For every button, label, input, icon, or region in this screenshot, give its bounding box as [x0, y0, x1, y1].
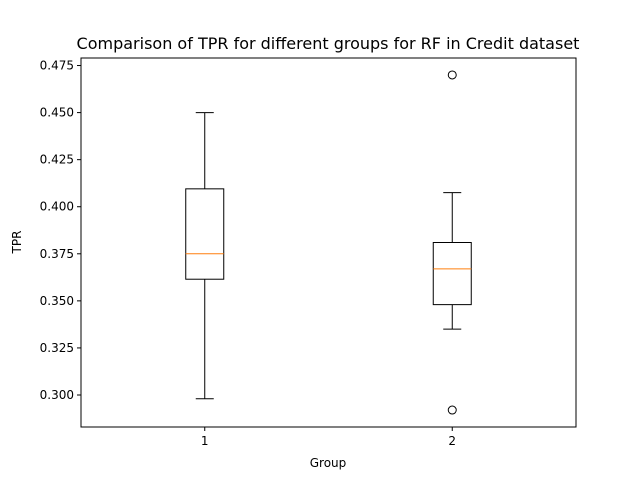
- iqr-box: [185, 188, 225, 280]
- outlier-point: [447, 405, 457, 415]
- box-group-1: [185, 112, 225, 400]
- y-tick-label: 0.475: [40, 59, 74, 73]
- y-tick-label: 0.425: [40, 153, 74, 167]
- plot-frame: [80, 57, 577, 428]
- iqr-box: [432, 242, 472, 306]
- x-tick-label: 1: [201, 434, 209, 448]
- box-group-2: [432, 70, 472, 415]
- y-tick-label: 0.450: [40, 106, 74, 120]
- y-tick-label: 0.375: [40, 247, 74, 261]
- y-tick-label: 0.300: [40, 388, 74, 402]
- y-tick-label: 0.400: [40, 200, 74, 214]
- outlier-point: [447, 70, 457, 80]
- y-axis: 0.300 0.325 0.350 0.375 0.400 0.425 0.450 0.475: [40, 59, 81, 402]
- x-axis-label: Group: [310, 456, 347, 470]
- x-tick-label: 2: [448, 434, 456, 448]
- plot-area: [80, 57, 577, 428]
- chart-title: Comparison of TPR for different groups f…: [77, 34, 580, 53]
- y-axis-label: TPR: [10, 231, 24, 255]
- y-tick-label: 0.325: [40, 341, 74, 355]
- y-tick-label: 0.350: [40, 294, 74, 308]
